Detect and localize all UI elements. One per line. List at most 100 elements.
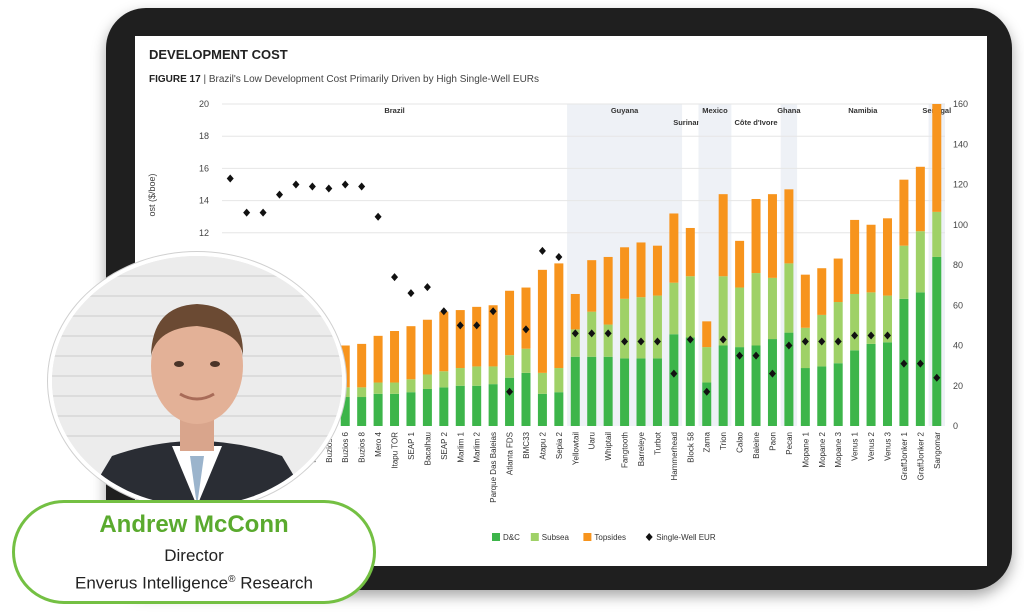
eur-marker <box>440 307 448 316</box>
bar-dc <box>850 350 860 426</box>
bar-dc <box>800 368 810 426</box>
bar-dc <box>685 337 695 426</box>
bar-topsides <box>587 260 597 312</box>
eur-marker <box>473 321 481 330</box>
y-axis-label: ost ($/boe) <box>147 173 157 216</box>
region-label: Côte d'Ivore <box>735 118 778 127</box>
bar-topsides <box>505 290 515 356</box>
bar-topsides <box>455 310 465 369</box>
x-tick-label: Turbot <box>653 431 662 455</box>
bar-topsides <box>488 305 498 367</box>
bar-topsides <box>669 213 679 283</box>
eur-marker <box>785 341 793 350</box>
y-tick-label: 14 <box>199 196 209 206</box>
bar-topsides <box>932 104 942 212</box>
bar-topsides <box>784 189 794 264</box>
figure-caption: FIGURE 17 | Brazil's Low Development Cos… <box>149 74 539 85</box>
legend-swatch <box>492 533 500 541</box>
bar-subsea <box>718 276 728 346</box>
eur-marker <box>243 208 251 217</box>
bar-topsides <box>652 245 662 296</box>
profile-name: Andrew McConn <box>99 511 289 538</box>
bar-subsea <box>406 379 416 393</box>
profile-company-suffix: Research <box>235 573 313 593</box>
avatar <box>48 252 346 510</box>
eur-marker <box>276 190 284 199</box>
x-tick-label: Barreleye <box>637 431 646 466</box>
bar-topsides <box>340 345 350 388</box>
bar-subsea <box>537 372 547 394</box>
x-tick-label: BMC33 <box>522 431 531 458</box>
bar-dc <box>866 343 876 426</box>
legend-swatch <box>583 533 592 541</box>
x-tick-label: Mopane 3 <box>834 431 843 467</box>
bar-topsides <box>603 256 613 325</box>
x-tick-label: Mero 4 <box>374 431 383 456</box>
eur-marker <box>883 331 891 340</box>
bar-dc <box>537 393 547 426</box>
bar-dc <box>422 388 432 426</box>
bar-dc <box>570 356 580 426</box>
eur-marker <box>341 180 349 189</box>
eur-marker <box>719 335 727 344</box>
bar-topsides <box>833 258 843 303</box>
x-tick-label: Itapu TOR <box>391 432 400 469</box>
bar-dc <box>833 363 843 426</box>
eur-marker <box>259 208 267 217</box>
eur-marker <box>604 329 612 338</box>
bar-dc <box>603 356 613 426</box>
eur-marker <box>555 252 563 261</box>
bar-dc <box>587 356 597 426</box>
eur-marker <box>226 174 234 183</box>
bar-subsea <box>735 287 745 348</box>
bar-subsea <box>636 297 646 359</box>
eur-marker <box>851 331 859 340</box>
legend-label: D&C <box>503 533 520 542</box>
bar-subsea <box>882 295 892 343</box>
bar-subsea <box>488 366 498 385</box>
x-tick-label: Zama <box>703 431 712 452</box>
x-tick-label: GraffJonker 2 <box>916 431 925 480</box>
eur-marker <box>506 387 514 396</box>
bar-subsea <box>866 292 876 344</box>
bar-subsea <box>784 263 794 333</box>
section-title: DEVELOPMENT COST <box>149 47 288 62</box>
x-tick-label: Baleine <box>752 431 761 458</box>
bar-subsea <box>652 295 662 359</box>
eur-marker <box>653 337 661 346</box>
x-tick-label: Bacalhau <box>423 432 432 465</box>
x-tick-label: GraffJonker 1 <box>900 431 909 480</box>
eur-marker <box>670 369 678 378</box>
eur-marker <box>752 351 760 360</box>
bar-dc <box>373 393 383 426</box>
bar-topsides <box>472 306 482 367</box>
profile-badge: Andrew McConn Director Enverus Intellige… <box>12 500 376 604</box>
bar-topsides <box>866 224 876 293</box>
bar-subsea <box>422 374 432 389</box>
bar-subsea <box>554 368 564 393</box>
y-tick-label: 18 <box>199 131 209 141</box>
bar-subsea <box>357 387 367 398</box>
bar-topsides <box>767 194 777 278</box>
bar-dc <box>784 332 794 426</box>
bar-subsea <box>505 355 515 378</box>
bar-dc <box>406 392 416 426</box>
eur-marker <box>538 246 546 255</box>
eur-marker <box>423 283 431 292</box>
region-label: Guyana <box>611 106 639 115</box>
figure-separator: | <box>203 74 209 85</box>
bar-dc <box>882 342 892 426</box>
bar-topsides <box>751 198 761 274</box>
bar-subsea <box>850 293 860 351</box>
bar-topsides <box>390 331 400 383</box>
x-tick-label: SEAP 1 <box>407 431 416 459</box>
bar-subsea <box>685 276 695 338</box>
y2-tick-label: 0 <box>953 421 958 431</box>
x-tick-label: Whiptail <box>604 432 613 461</box>
figure-text: Brazil's Low Development Cost Primarily … <box>208 74 540 85</box>
eur-marker <box>292 180 300 189</box>
x-tick-label: Block 58 <box>686 431 695 462</box>
x-tick-label: Trion <box>719 432 728 450</box>
bar-subsea <box>669 282 679 335</box>
eur-marker <box>703 387 711 396</box>
